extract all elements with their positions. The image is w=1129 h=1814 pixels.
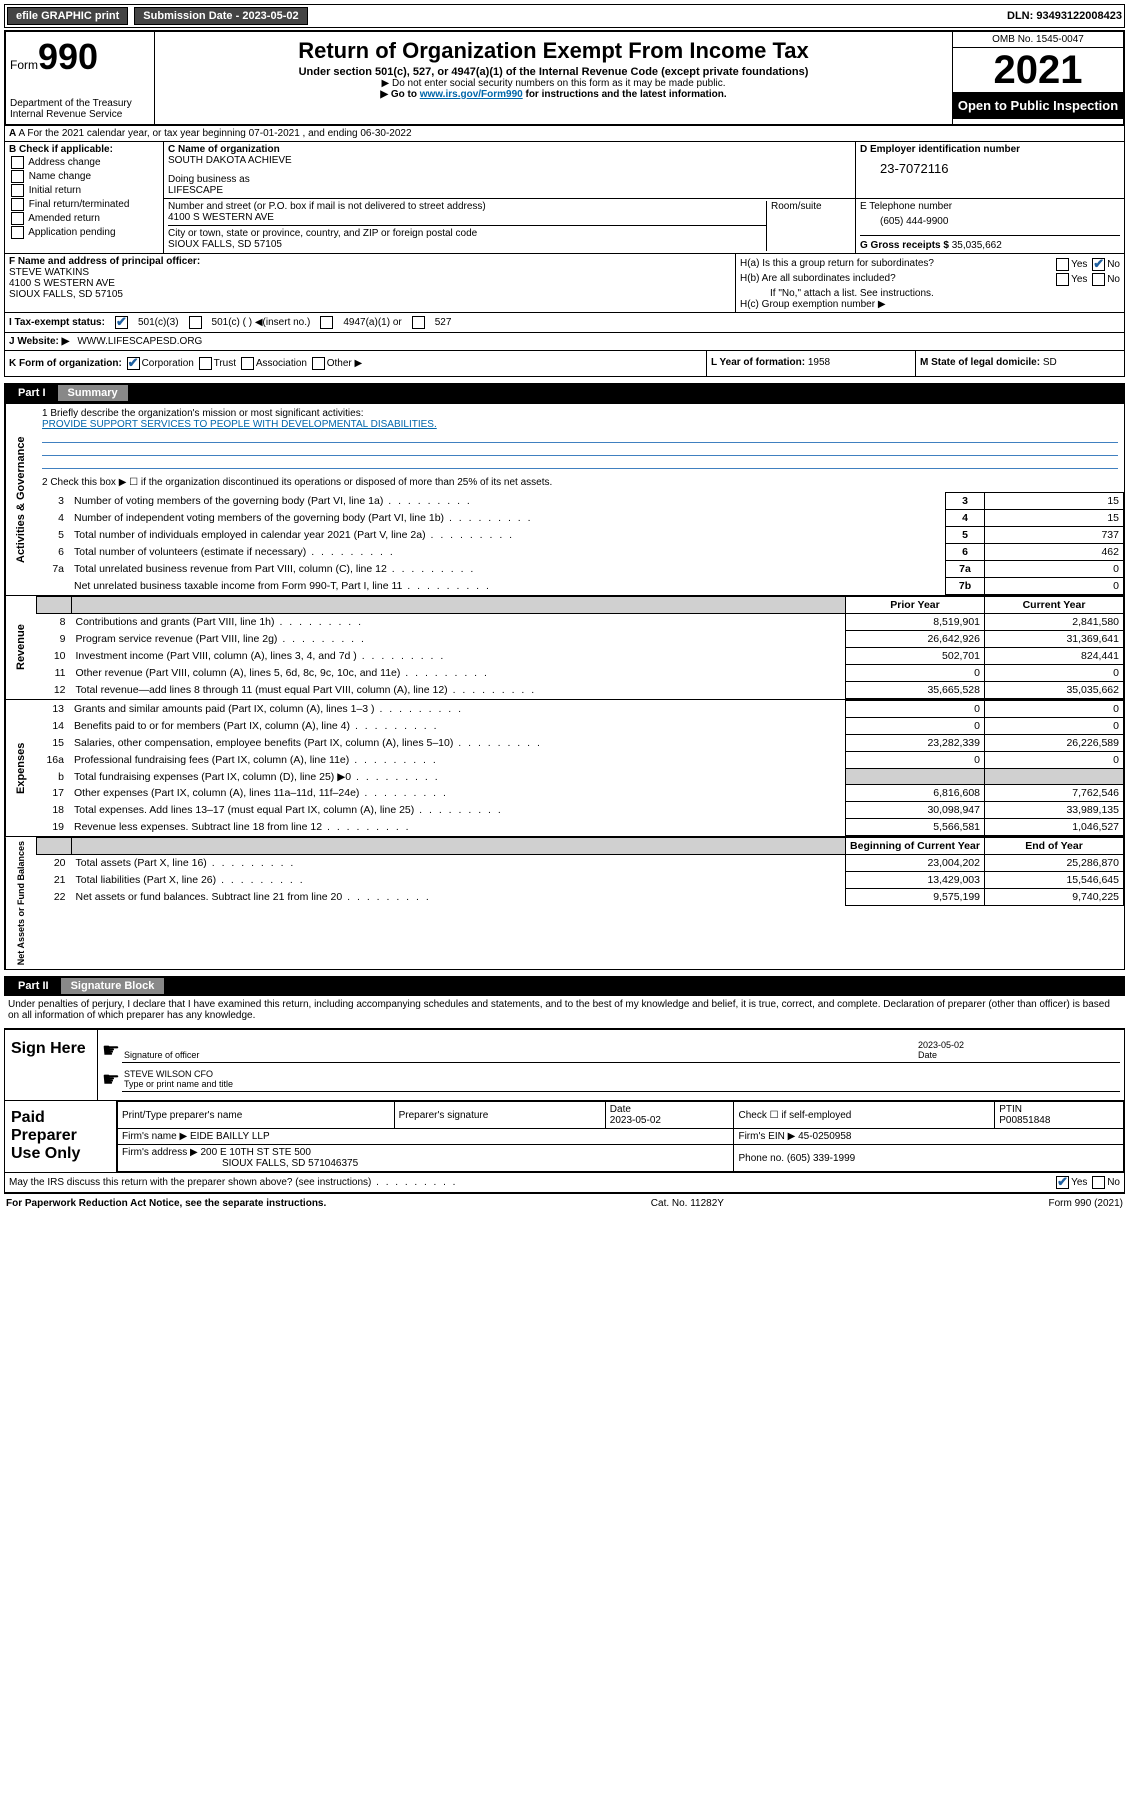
discuss-yes[interactable] — [1056, 1176, 1069, 1189]
side-label-governance: Activities & Governance — [5, 404, 36, 595]
side-label-revenue: Revenue — [5, 596, 36, 699]
chk-application-pending[interactable]: Application pending — [9, 226, 159, 239]
table-row: 12Total revenue—add lines 8 through 11 (… — [37, 682, 1124, 699]
mission-block: 1 Briefly describe the organization's mi… — [36, 404, 1124, 492]
discuss-no[interactable] — [1092, 1176, 1105, 1189]
table-row: bTotal fundraising expenses (Part IX, co… — [36, 769, 1124, 785]
chk-501c3[interactable] — [115, 316, 128, 329]
top-bar: efile GRAPHIC print Submission Date - 20… — [4, 4, 1125, 28]
balances-table: Beginning of Current YearEnd of Year20To… — [36, 837, 1124, 906]
officer-signature-field[interactable]: Signature of officer — [122, 1038, 916, 1063]
efile-badge[interactable]: efile GRAPHIC print — [7, 7, 128, 25]
summary-balances: Net Assets or Fund Balances Beginning of… — [4, 837, 1125, 970]
table-row: 17Other expenses (Part IX, column (A), l… — [36, 785, 1124, 802]
org-name-block: C Name of organization SOUTH DAKOTA ACHI… — [164, 142, 856, 198]
table-row: 15Salaries, other compensation, employee… — [36, 735, 1124, 752]
table-row: 14Benefits paid to or for members (Part … — [36, 718, 1124, 735]
table-row: 11Other revenue (Part VIII, column (A), … — [37, 665, 1124, 682]
ein-block: D Employer identification number 23-7072… — [856, 142, 1124, 198]
section-bcdeg: B Check if applicable: Address change Na… — [4, 142, 1125, 254]
ha-yes[interactable] — [1056, 258, 1069, 271]
submission-date-badge: Submission Date - 2023-05-02 — [134, 7, 307, 25]
row-a-tax-year: A A For the 2021 calendar year, or tax y… — [4, 126, 1125, 142]
paid-preparer-block: Paid Preparer Use Only Print/Type prepar… — [4, 1101, 1125, 1173]
table-row: 5Total number of individuals employed in… — [36, 527, 1124, 544]
chk-assoc[interactable] — [241, 357, 254, 370]
signature-intro: Under penalties of perjury, I declare th… — [4, 996, 1125, 1024]
hb-yes[interactable] — [1056, 273, 1069, 286]
prep-row-3: Firm's address ▶ 200 E 10TH ST STE 500 S… — [117, 1145, 1123, 1172]
form-title: Return of Organization Exempt From Incom… — [163, 38, 944, 64]
year-block: OMB No. 1545-0047 2021 Open to Public In… — [952, 32, 1123, 124]
table-row: 3Number of voting members of the governi… — [36, 493, 1124, 510]
table-row: 7aTotal unrelated business revenue from … — [36, 561, 1124, 578]
table-row: 20Total assets (Part X, line 16)23,004,2… — [37, 855, 1124, 872]
summary-revenue: Revenue Prior YearCurrent Year8Contribut… — [4, 596, 1125, 700]
row-i-tax-status: I Tax-exempt status: 501(c)(3) 501(c) ( … — [4, 313, 1125, 333]
table-header: Beginning of Current YearEnd of Year — [37, 838, 1124, 855]
table-row: 22Net assets or fund balances. Subtract … — [37, 889, 1124, 906]
part-ii-header: Part II Signature Block — [4, 976, 1125, 996]
side-label-expenses: Expenses — [5, 700, 36, 836]
table-row: Net unrelated business taxable income fr… — [36, 578, 1124, 595]
form-title-block: Return of Organization Exempt From Incom… — [155, 32, 952, 124]
table-row: 4Number of independent voting members of… — [36, 510, 1124, 527]
table-row: 13Grants and similar amounts paid (Part … — [36, 701, 1124, 718]
chk-other[interactable] — [312, 357, 325, 370]
officer-name-field: STEVE WILSON CFOType or print name and t… — [122, 1067, 1120, 1092]
table-row: 19Revenue less expenses. Subtract line 1… — [36, 819, 1124, 836]
form-of-org: K Form of organization: Corporation Trus… — [5, 351, 707, 376]
table-row: 18Total expenses. Add lines 13–17 (must … — [36, 802, 1124, 819]
chk-final-return[interactable]: Final return/terminated — [9, 198, 159, 211]
address-block: Number and street (or P.O. box if mail i… — [164, 198, 856, 253]
section-klm: K Form of organization: Corporation Trus… — [4, 351, 1125, 377]
phone-receipts-block: E Telephone number (605) 444-9900 G Gros… — [856, 198, 1124, 253]
table-row: 21Total liabilities (Part X, line 26)13,… — [37, 872, 1124, 889]
section-fh: F Name and address of principal officer:… — [4, 254, 1125, 313]
year-formation: L Year of formation: 1958 — [707, 351, 916, 376]
table-row: 10Investment income (Part VIII, column (… — [37, 648, 1124, 665]
table-header: Prior YearCurrent Year — [37, 597, 1124, 614]
chk-name-change[interactable]: Name change — [9, 170, 159, 183]
expenses-table: 13Grants and similar amounts paid (Part … — [36, 700, 1124, 836]
chk-amended-return[interactable]: Amended return — [9, 212, 159, 225]
chk-527[interactable] — [412, 316, 425, 329]
discuss-row: May the IRS discuss this return with the… — [4, 1173, 1125, 1193]
group-return-block: H(a) Is this a group return for subordin… — [736, 254, 1124, 312]
chk-corp[interactable] — [127, 357, 140, 370]
chk-trust[interactable] — [199, 357, 212, 370]
table-row: 8Contributions and grants (Part VIII, li… — [37, 614, 1124, 631]
table-row: 16aProfessional fundraising fees (Part I… — [36, 752, 1124, 769]
form-id-block: Form990 Department of the Treasury Inter… — [6, 32, 155, 124]
footer: For Paperwork Reduction Act Notice, see … — [4, 1193, 1125, 1213]
row-j-website: J Website: ▶ WWW.LIFESCAPESD.ORG — [4, 333, 1125, 351]
summary-expenses: Expenses 13Grants and similar amounts pa… — [4, 700, 1125, 837]
revenue-table: Prior YearCurrent Year8Contributions and… — [36, 596, 1124, 699]
chk-initial-return[interactable]: Initial return — [9, 184, 159, 197]
state-domicile: M State of legal domicile: SD — [916, 351, 1124, 376]
chk-4947[interactable] — [320, 316, 333, 329]
table-row: 9Program service revenue (Part VIII, lin… — [37, 631, 1124, 648]
ha-no[interactable] — [1092, 258, 1105, 271]
side-label-balances: Net Assets or Fund Balances — [5, 837, 36, 969]
chk-501c[interactable] — [189, 316, 202, 329]
principal-officer-block: F Name and address of principal officer:… — [5, 254, 736, 312]
col-b-checkboxes: B Check if applicable: Address change Na… — [5, 142, 164, 253]
hb-no[interactable] — [1092, 273, 1105, 286]
sign-here-block: Sign Here ☛ Signature of officer 2023-05… — [4, 1028, 1125, 1101]
part-i-header: Part I Summary — [4, 383, 1125, 403]
dln: DLN: 93493122008423 — [1007, 10, 1122, 22]
form-header: Form990 Department of the Treasury Inter… — [4, 30, 1125, 126]
table-row: 6Total number of volunteers (estimate if… — [36, 544, 1124, 561]
chk-address-change[interactable]: Address change — [9, 156, 159, 169]
prep-row-1: Print/Type preparer's name Preparer's si… — [117, 1102, 1123, 1129]
prep-row-2: Firm's name ▶ EIDE BAILLY LLP Firm's EIN… — [117, 1129, 1123, 1145]
irs-link[interactable]: www.irs.gov/Form990 — [420, 89, 523, 100]
summary-governance: Activities & Governance 1 Briefly descri… — [4, 403, 1125, 596]
sign-date-field: 2023-05-02Date — [916, 1038, 1120, 1063]
governance-table: 3Number of voting members of the governi… — [36, 492, 1124, 595]
